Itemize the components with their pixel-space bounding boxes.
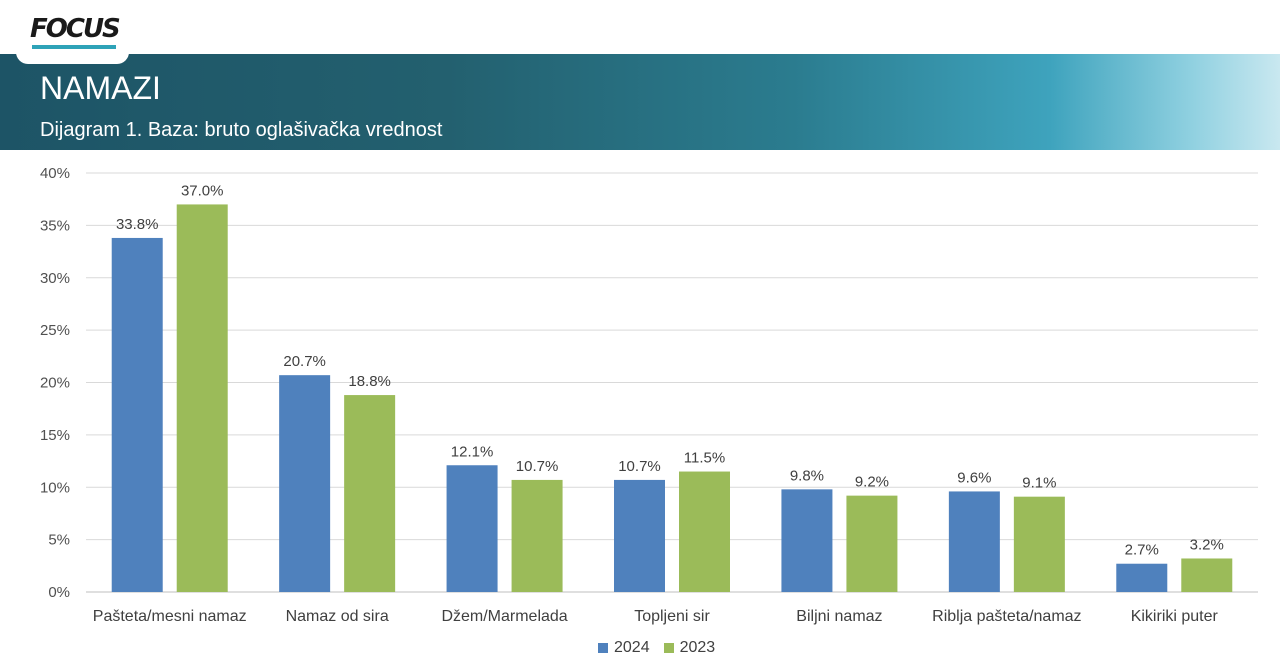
grid-layer [86,172,1258,593]
legend-item-2023: 2023 [663,639,716,657]
bar-2024-2 [446,465,498,592]
data-label: 3.2% [1190,536,1224,553]
bar-2024-6 [1116,563,1168,592]
y-tick-label: 15% [40,427,70,444]
data-label: 9.6% [957,469,991,486]
legend: 2024 2023 [598,639,729,657]
x-category-label: Namaz od sira [286,608,389,625]
bars-layer [111,204,1233,593]
data-label: 10.7% [618,458,661,475]
data-label: 2.7% [1125,542,1159,559]
legend-item-2024: 2024 [598,639,650,657]
bar-2023-3 [679,471,730,592]
focus-logo: FOCUS [16,0,129,64]
bar-2023-2 [511,479,563,592]
x-category-label: Riblja pašteta/namaz [932,608,1081,625]
y-tick-label: 20% [40,375,70,392]
bar-2023-4 [846,495,898,592]
data-label: 9.1% [1022,475,1056,492]
legend-label: 2023 [679,639,716,656]
y-tick-label: 25% [40,322,70,339]
labels-layer: 0% 5% 10% 15% 20% 25% 30% 35% 40% 33.8% 37.0% Pašte… [40,165,1224,625]
bar-2024-0 [111,237,163,592]
bar-chart: 0% 5% 10% 15% 20% 25% 30% 35% 40% 33.8% 37.0% Pašte… [40,165,1258,625]
data-label: 10.7% [516,458,559,475]
x-category-label: Kikiriki puter [1131,608,1219,625]
y-tick-label: 40% [40,165,70,182]
x-category-label: Džem/Marmelada [441,608,567,625]
header-banner [0,54,1280,150]
data-label: 20.7% [283,353,326,370]
bar-2023-6 [1181,558,1233,592]
legend-swatch [598,643,608,653]
bar-2023-5 [1013,496,1065,592]
bar-2024-3 [614,479,665,592]
bar-2024-1 [279,375,331,592]
data-label: 33.8% [116,216,159,233]
bar-2023-0 [176,204,228,593]
x-category-label: Topljeni sir [634,608,710,625]
y-tick-label: 30% [40,270,70,287]
y-tick-label: 0% [48,584,70,601]
x-category-label: Biljni namaz [796,608,882,625]
page-title: NAMAZI [40,70,161,106]
legend-label: 2024 [614,639,650,656]
data-label: 37.0% [181,182,224,199]
bar-2024-4 [781,489,833,592]
bar-2023-1 [344,395,396,592]
data-label: 18.8% [348,373,391,390]
data-label: 12.1% [451,443,494,460]
data-label: 9.8% [790,467,824,484]
logo-underline [32,45,116,49]
y-tick-label: 5% [48,532,70,549]
y-tick-label: 35% [40,217,70,234]
page-subtitle: Dijagram 1. Baza: bruto oglašivačka vred… [40,119,443,141]
logo-text: FOCUS [30,14,121,44]
bar-2024-5 [948,491,1000,592]
y-tick-label: 10% [40,479,70,496]
x-category-label: Pašteta/mesni namaz [93,608,247,625]
data-label: 11.5% [684,450,725,467]
data-label: 9.2% [855,474,889,491]
legend-swatch [663,643,674,653]
